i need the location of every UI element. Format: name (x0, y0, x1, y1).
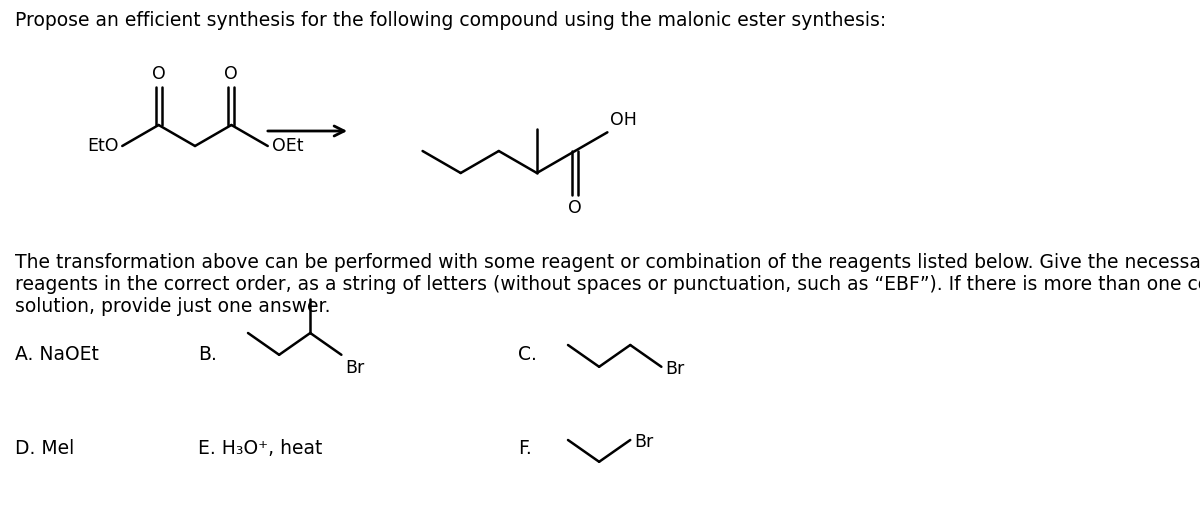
Text: E. H₃O⁺, heat: E. H₃O⁺, heat (198, 440, 323, 458)
Text: D. Mel: D. Mel (14, 440, 74, 458)
Text: B.: B. (198, 344, 217, 364)
Text: Br: Br (346, 359, 365, 377)
Text: C.: C. (518, 344, 536, 364)
Text: reagents in the correct order, as a string of letters (without spaces or punctua: reagents in the correct order, as a stri… (14, 275, 1200, 294)
Text: OEt: OEt (271, 137, 304, 155)
Text: Propose an efficient synthesis for the following compound using the malonic este: Propose an efficient synthesis for the f… (14, 11, 887, 30)
Text: O: O (568, 199, 582, 217)
Text: O: O (224, 65, 239, 83)
Text: F.: F. (518, 440, 532, 458)
Text: The transformation above can be performed with some reagent or combination of th: The transformation above can be performe… (14, 253, 1200, 272)
Text: Br: Br (665, 360, 685, 378)
Text: Br: Br (635, 433, 654, 451)
Text: A. NaOEt: A. NaOEt (14, 344, 98, 364)
Text: solution, provide just one answer.: solution, provide just one answer. (14, 297, 330, 316)
Text: EtO: EtO (86, 137, 119, 155)
Text: O: O (151, 65, 166, 83)
Text: OH: OH (611, 111, 637, 129)
